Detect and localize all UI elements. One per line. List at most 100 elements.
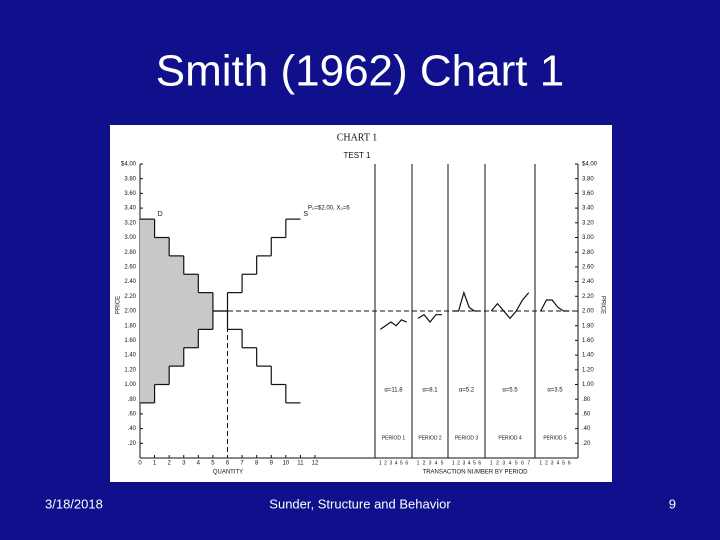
transaction-tick-label: 1	[379, 460, 382, 466]
x-tick-label: 0	[138, 461, 142, 467]
transaction-tick-label: 5	[400, 460, 403, 466]
x-tick-label: 12	[312, 461, 319, 467]
transaction-tick-label: 4	[509, 460, 512, 466]
transaction-tick-label: 2	[496, 460, 499, 466]
transaction-tick-label: 2	[457, 460, 460, 466]
series-label: D	[158, 211, 163, 218]
y-tick-label: 1.00	[124, 382, 136, 388]
y2-tick-label: 2.40	[582, 279, 594, 285]
y-tick-label: 2.00	[124, 309, 136, 315]
y-tick-label: .40	[128, 426, 137, 432]
transaction-tick-label: 4	[556, 460, 559, 466]
y2-tick-label: 3.40	[582, 206, 594, 212]
slide-title: Smith (1962) Chart 1	[156, 47, 564, 96]
transaction-tick-label: 5	[515, 460, 518, 466]
y-axis-label: PRICE	[116, 296, 122, 314]
y2-tick-label: 3.00	[582, 235, 594, 241]
period-alpha: α=3.5	[547, 388, 563, 394]
transaction-tick-label: 1	[452, 460, 455, 466]
x-tick-label: 4	[197, 461, 201, 467]
transaction-tick-label: 4	[468, 460, 471, 466]
y2-tick-label: .60	[582, 411, 591, 417]
x-tick-label: 9	[270, 461, 274, 467]
period-label: PERIOD 2	[418, 435, 442, 441]
y2-tick-label: 1.40	[582, 353, 594, 359]
y-tick-label: 1.60	[124, 338, 136, 344]
y2-tick-label: 1.00	[582, 382, 594, 388]
y2-tick-label: .20	[582, 441, 591, 447]
transaction-tick-label: 4	[435, 460, 438, 466]
y2-tick-label: 2.00	[582, 309, 594, 315]
transaction-tick-label: 3	[551, 460, 554, 466]
y2-tick-label: 1.20	[582, 367, 594, 373]
y-tick-label: .60	[128, 411, 137, 417]
chart-subtitle: TEST 1	[344, 151, 372, 160]
transaction-tick-label: 3	[462, 460, 465, 466]
x-tick-label: 7	[240, 461, 244, 467]
period-alpha: α=5.5	[502, 388, 518, 394]
transaction-tick-label: 2	[423, 460, 426, 466]
y-tick-label: 3.00	[124, 235, 136, 241]
y2-tick-label: 1.60	[582, 338, 594, 344]
transaction-tick-label: 3	[389, 460, 392, 466]
chart-title: CHART 1	[337, 132, 378, 143]
slide-date: 3/18/2018	[45, 496, 103, 511]
y-tick-label: 2.40	[124, 279, 136, 285]
period-label: PERIOD 3	[455, 435, 479, 441]
period-alpha: α=5.2	[459, 388, 475, 394]
x-tick-label: 2	[167, 461, 171, 467]
transaction-tick-label: 1	[490, 460, 493, 466]
y-tick-label: 3.40	[124, 206, 136, 212]
y-tick-label: 3.80	[124, 176, 136, 182]
period-alpha: α=11.8	[384, 388, 403, 394]
y-tick-label: 1.20	[124, 367, 136, 373]
x2-axis-label: TRANSACTION NUMBER BY PERIOD	[423, 470, 529, 476]
y-tick-label: 1.80	[124, 323, 136, 329]
period-label: PERIOD 1	[382, 435, 406, 441]
y2-tick-label: 1.80	[582, 323, 594, 329]
transaction-tick-label: 1	[417, 460, 420, 466]
y-tick-label: 2.20	[124, 294, 136, 300]
transaction-tick-label: 5	[473, 460, 476, 466]
transaction-tick-label: 2	[384, 460, 387, 466]
y-tick-label: 1.40	[124, 353, 136, 359]
transaction-tick-label: 6	[568, 460, 571, 466]
transaction-tick-label: 5	[562, 460, 565, 466]
series-label: S	[303, 211, 308, 218]
transaction-tick-label: 2	[545, 460, 548, 466]
x-tick-label: 10	[282, 461, 289, 467]
x-tick-label: 5	[211, 461, 215, 467]
x-tick-label: 6	[226, 461, 230, 467]
transaction-tick-label: 3	[429, 460, 432, 466]
x-axis-label: QUANTITY	[213, 470, 243, 476]
y2-tick-label: .40	[582, 426, 591, 432]
y2-tick-label: 2.20	[582, 294, 594, 300]
x-tick-label: 1	[153, 461, 157, 467]
transaction-tick-label: 3	[502, 460, 505, 466]
y2-tick-label: 3.20	[582, 220, 594, 226]
transaction-tick-label: 1	[539, 460, 542, 466]
y2-axis-label: PRICE	[599, 296, 605, 314]
period-label: PERIOD 4	[498, 435, 522, 441]
y-tick-label: 3.20	[124, 220, 136, 226]
slide-number: 9	[669, 496, 676, 511]
y-tick-label: $4.00	[121, 162, 137, 168]
price-path	[540, 299, 570, 312]
y2-tick-label: .80	[582, 397, 591, 403]
period-alpha: α=8.1	[422, 388, 438, 394]
annotation: P₀=$2.00, X₀=6	[308, 206, 350, 212]
x-tick-label: 8	[255, 461, 259, 467]
transaction-tick-label: 6	[478, 460, 481, 466]
transaction-tick-label: 6	[521, 460, 524, 466]
y2-tick-label: $4.00	[582, 162, 598, 168]
y-tick-label: 2.80	[124, 250, 136, 256]
y-tick-label: 2.60	[124, 264, 136, 270]
surplus-area	[140, 219, 213, 403]
period-label: PERIOD 5	[543, 435, 567, 441]
y2-tick-label: 2.80	[582, 250, 594, 256]
y2-tick-label: 3.60	[582, 191, 594, 197]
price-path	[453, 290, 480, 312]
x-tick-label: 11	[297, 461, 304, 467]
